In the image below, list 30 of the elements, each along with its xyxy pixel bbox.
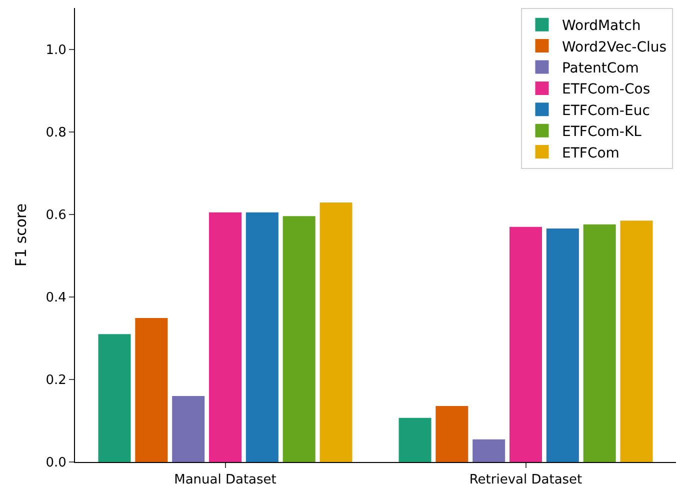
x-tick-label: Manual Dataset: [174, 472, 276, 488]
y-tick-label: 1.0: [46, 42, 66, 58]
y-tick-label: 0.0: [46, 456, 66, 471]
bar: [472, 439, 506, 462]
bar: [208, 212, 242, 462]
y-tick-label: 0.6: [46, 208, 66, 223]
bar: [320, 202, 352, 462]
bar: [509, 226, 542, 462]
legend-label: ETFCom: [562, 145, 620, 162]
bar: [172, 396, 205, 462]
legend-label: WordMatch: [562, 18, 641, 34]
y-tick-label: 0.2: [46, 373, 66, 388]
legend-label: ETFCom-Cos: [562, 82, 650, 98]
legend-label: Word2Vec-Clus: [562, 39, 667, 56]
bar: [398, 418, 432, 462]
bar: [436, 406, 468, 462]
y-axis-title: F1 score: [12, 203, 30, 267]
legend-label: ETFCom-Euc: [562, 102, 650, 119]
bar: [98, 334, 131, 462]
legend-label: ETFCom-KL: [562, 124, 642, 140]
bar: [583, 224, 616, 462]
y-tick-label: 0.8: [46, 125, 66, 140]
bar: [620, 220, 653, 462]
y-tick-label: 0.4: [46, 290, 66, 306]
x-tick-label: Retrieval Dataset: [469, 472, 582, 488]
bar: [282, 216, 316, 462]
bar: [246, 212, 278, 462]
legend-label: PatentCom: [562, 60, 639, 76]
bar: [135, 318, 168, 462]
bar: [546, 228, 579, 462]
